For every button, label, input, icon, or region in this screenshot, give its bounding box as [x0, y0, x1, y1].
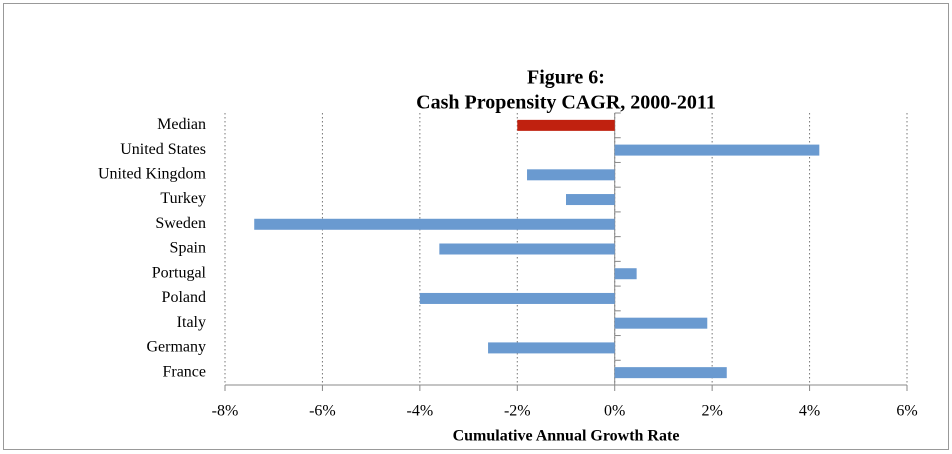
y-tick-label: United States: [120, 141, 206, 158]
y-tick-label: Sweden: [155, 215, 206, 232]
y-tick-label: Median: [157, 116, 206, 133]
y-tick-label: Spain: [170, 240, 206, 257]
x-tick-label: 0%: [604, 403, 625, 420]
x-tick-label: -4%: [407, 403, 434, 420]
x-tick-label: 6%: [896, 403, 917, 420]
bar: [439, 243, 615, 255]
bar: [517, 119, 615, 131]
y-tick-label: Poland: [162, 289, 206, 306]
bar: [566, 194, 615, 206]
x-tick-label: -6%: [309, 403, 336, 420]
x-tick-label: 2%: [701, 403, 722, 420]
bar: [488, 342, 615, 354]
x-tick-label: -8%: [212, 403, 239, 420]
y-tick-label: France: [162, 363, 206, 380]
chart-subtitle: Cash Propensity CAGR, 2000-2011: [416, 92, 716, 114]
bar: [614, 144, 820, 156]
x-tick-label: -2%: [504, 403, 531, 420]
y-tick-label: Italy: [177, 314, 206, 331]
y-tick-label: Turkey: [160, 190, 206, 207]
x-tick-label: 4%: [799, 403, 820, 420]
y-tick-label: Portugal: [152, 264, 207, 281]
bar: [614, 268, 637, 280]
x-axis-title: Cumulative Annual Growth Rate: [453, 428, 680, 445]
bar: [614, 367, 727, 379]
bar: [527, 169, 615, 181]
y-tick-label: Germany: [146, 339, 206, 356]
y-tick-label: United Kingdom: [98, 165, 207, 182]
bar: [419, 292, 615, 304]
bar: [614, 317, 708, 329]
bar: [254, 218, 615, 230]
chart-title: Figure 6:: [527, 67, 605, 89]
